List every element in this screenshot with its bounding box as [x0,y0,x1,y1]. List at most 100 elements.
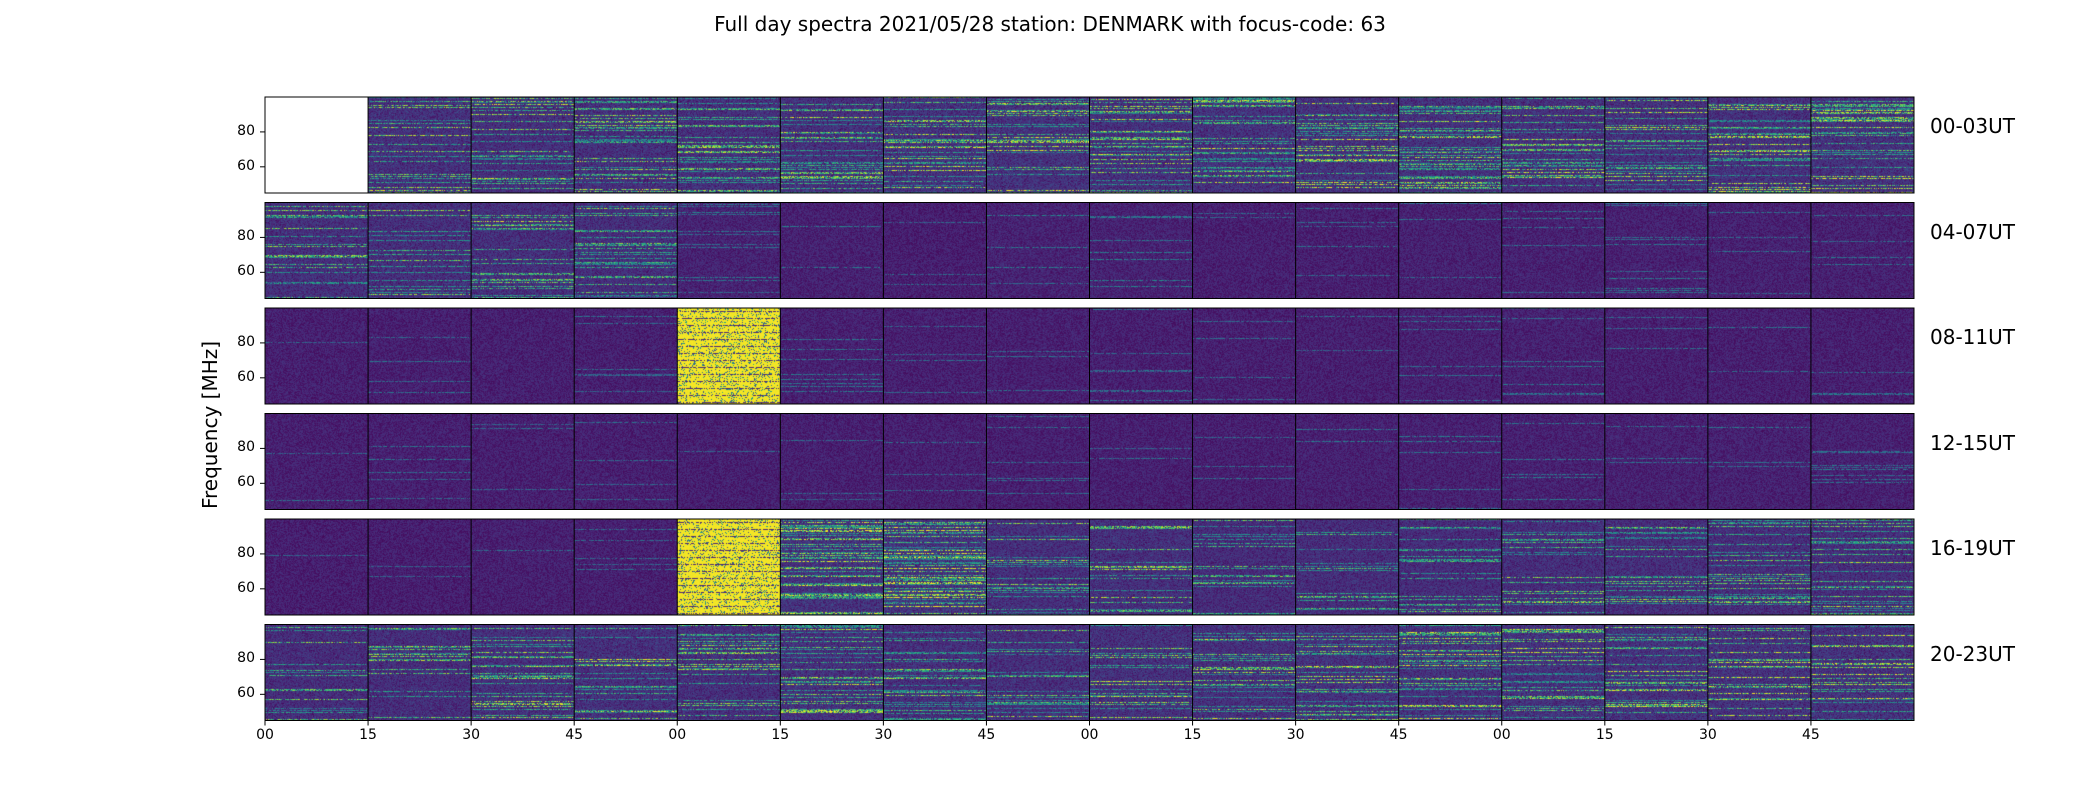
spectrum-panel [574,519,678,615]
spectrum-panel [780,413,884,510]
spectrum-panel [265,308,369,404]
spectrum-panel [780,308,884,404]
spectrum-panel [1501,97,1605,193]
spectrum-panel [471,202,575,299]
x-tick-label: 00 [256,726,274,743]
spectrum-panel [574,624,678,721]
spectrum-panel [1192,624,1296,721]
spectrum-panel [986,519,1090,615]
spectrum-panel [1192,202,1296,299]
spectrum-panel [574,413,678,510]
x-tick-label: 15 [1595,726,1614,743]
y-tick-label: 80 [237,439,255,456]
spectrum-panel [1604,624,1708,721]
spectrum-panel [1398,624,1502,721]
spectrum-panel [471,413,575,510]
spectrum-panel [1295,97,1399,193]
y-tick-label: 80 [237,122,255,139]
spectrum-panel [1810,308,1914,404]
spectrum-panel [883,413,987,510]
spectrum-panel [1707,97,1811,193]
spectrum-panel [677,308,781,404]
spectrum-panel [1089,308,1193,404]
x-tick-label: 15 [771,726,790,743]
spectrum-panel [1295,413,1399,510]
spectrum-panel [780,624,884,721]
spectrum-panel [780,202,884,299]
spectrum-panel [986,202,1090,299]
x-tick-label: 30 [1286,726,1305,743]
spectrum-panel [677,519,781,615]
spectrum-panel [265,519,369,615]
spectrum-panel [1192,413,1296,510]
x-tick-label: 45 [1389,726,1408,743]
spectrum-panel [574,202,678,299]
spectrum-panel [265,413,369,510]
spectrum-panel [1295,519,1399,615]
spectrum-panel [1398,413,1502,510]
spectrum-panel [1089,97,1193,193]
spectrum-panel [1398,308,1502,404]
spectrum-panel [574,308,678,404]
spectrum-panel [677,413,781,510]
spectrum-panel [1192,308,1296,404]
spectrum-panel [677,624,781,721]
spectrum-panel [1501,413,1605,510]
x-tick-label: 00 [1492,726,1511,743]
spectrum-panel [1398,519,1502,615]
spectrum-panel [1604,413,1708,510]
spectrum-panel [471,519,575,615]
spectrum-panel [1707,624,1811,721]
spectrum-panel [1604,519,1708,615]
spectrum-panel [1192,519,1296,615]
spectrum-panel [1810,519,1914,615]
spectrum-panel [1295,624,1399,721]
x-tick-label: 45 [977,726,996,743]
spectrum-panel [368,308,472,404]
spectrum-panel [1810,97,1914,193]
spectrum-panel [1501,519,1605,615]
spectrum-panel [986,308,1090,404]
y-tick-label: 60 [237,157,255,174]
spectrum-panel [1295,308,1399,404]
row-label: 12-15UT [1930,430,2015,455]
spectrum-panel [1707,519,1811,615]
spectrum-panel [1604,308,1708,404]
spectrum-panel [883,519,987,615]
y-tick-label: 60 [237,685,255,702]
spectrum-panel [471,308,575,404]
y-tick-label: 80 [237,333,255,350]
spectrum-panel [1501,624,1605,721]
row-label: 16-19UT [1930,536,2015,560]
spectrum-panel [368,202,472,299]
spectrum-panel [780,519,884,615]
spectrum-panel [986,97,1090,193]
spectrum-panel [1192,97,1296,193]
spectrum-panel [1089,519,1193,615]
spectrum-panel [1604,97,1708,193]
spectrum-panel [265,624,369,721]
spectrum-panel [1810,624,1914,721]
spectrum-panel [1089,413,1193,510]
spectrum-panel [368,624,472,721]
spectrum-panel [677,97,781,193]
y-tick-label: 80 [237,544,255,561]
spectrum-panel [368,413,472,510]
spectrum-panel [883,97,987,193]
spectrum-panel [986,413,1090,510]
x-tick-label: 45 [1802,726,1820,743]
y-tick-label: 80 [237,650,255,667]
x-tick-label: 30 [462,726,481,743]
spectrum-panel [1089,624,1193,721]
spectrum-panel [1707,202,1811,299]
chart-title: Full day spectra 2021/05/28 station: DEN… [714,12,1386,36]
x-tick-label: 30 [874,726,893,743]
spectrum-panel [471,624,575,721]
spectrum-panel [780,97,884,193]
x-tick-label: 15 [359,726,377,743]
spectrum-panel [1089,202,1193,299]
x-tick-label: 00 [668,726,687,743]
spectrum-panel [986,624,1090,721]
spectrum-panel [265,202,369,299]
